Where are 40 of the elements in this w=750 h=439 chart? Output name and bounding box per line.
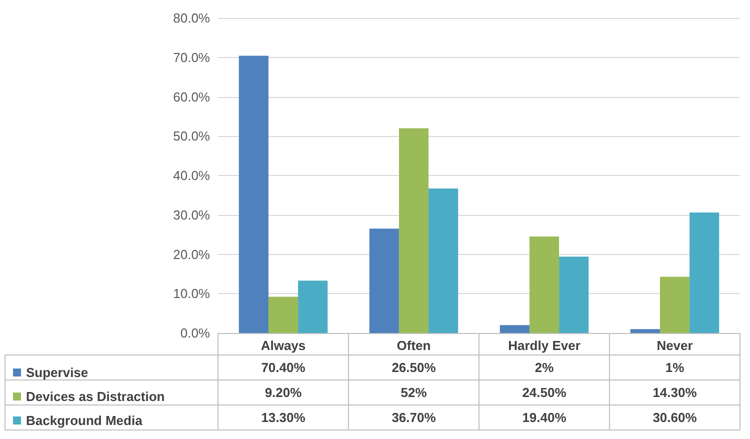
- bar: [428, 188, 458, 333]
- x-tick-label: Never: [656, 338, 693, 353]
- y-tick-label: 30.0%: [173, 207, 210, 222]
- x-tick-label: Hardly Ever: [508, 338, 580, 353]
- data-label: 14.30%: [652, 385, 698, 400]
- x-tick-label: Often: [396, 338, 431, 353]
- y-tick-label: 50.0%: [173, 128, 210, 144]
- data-label: 26.50%: [392, 360, 436, 375]
- data-label: 52%: [400, 385, 428, 400]
- x-tick-label: Always: [260, 338, 306, 353]
- legend-label: Devices as Distraction: [26, 389, 165, 404]
- data-label: 2%: [534, 360, 554, 375]
- data-label: 24.50%: [522, 385, 567, 400]
- bar: [238, 56, 268, 333]
- bar: [559, 256, 589, 333]
- data-label: 70.40%: [261, 360, 306, 375]
- bar: [660, 276, 690, 333]
- y-tick-label: 80.0%: [173, 10, 210, 26]
- data-label: 36.70%: [392, 410, 436, 425]
- data-label: 30.60%: [652, 410, 698, 425]
- legend-label: Supervise: [26, 365, 88, 380]
- legend-label: Background Media: [26, 413, 144, 428]
- bar: [268, 296, 298, 333]
- y-tick-label: 40.0%: [173, 168, 210, 183]
- bar: [298, 280, 328, 333]
- y-tick-label: 70.0%: [173, 50, 210, 65]
- data-label: 13.30%: [261, 410, 306, 425]
- data-label: 1%: [665, 360, 685, 375]
- y-tick-label: 10.0%: [173, 286, 210, 302]
- bar: [500, 325, 530, 333]
- y-tick-label: 0.0%: [180, 326, 210, 340]
- y-tick-label: 20.0%: [173, 246, 210, 262]
- bar: [690, 212, 720, 333]
- y-tick-label: 60.0%: [173, 89, 210, 104]
- data-label: 9.20%: [264, 385, 302, 400]
- bar: [369, 228, 399, 333]
- bar: [529, 236, 560, 333]
- data-label: 19.40%: [522, 410, 567, 425]
- bar: [630, 329, 660, 333]
- bar: [398, 128, 429, 333]
